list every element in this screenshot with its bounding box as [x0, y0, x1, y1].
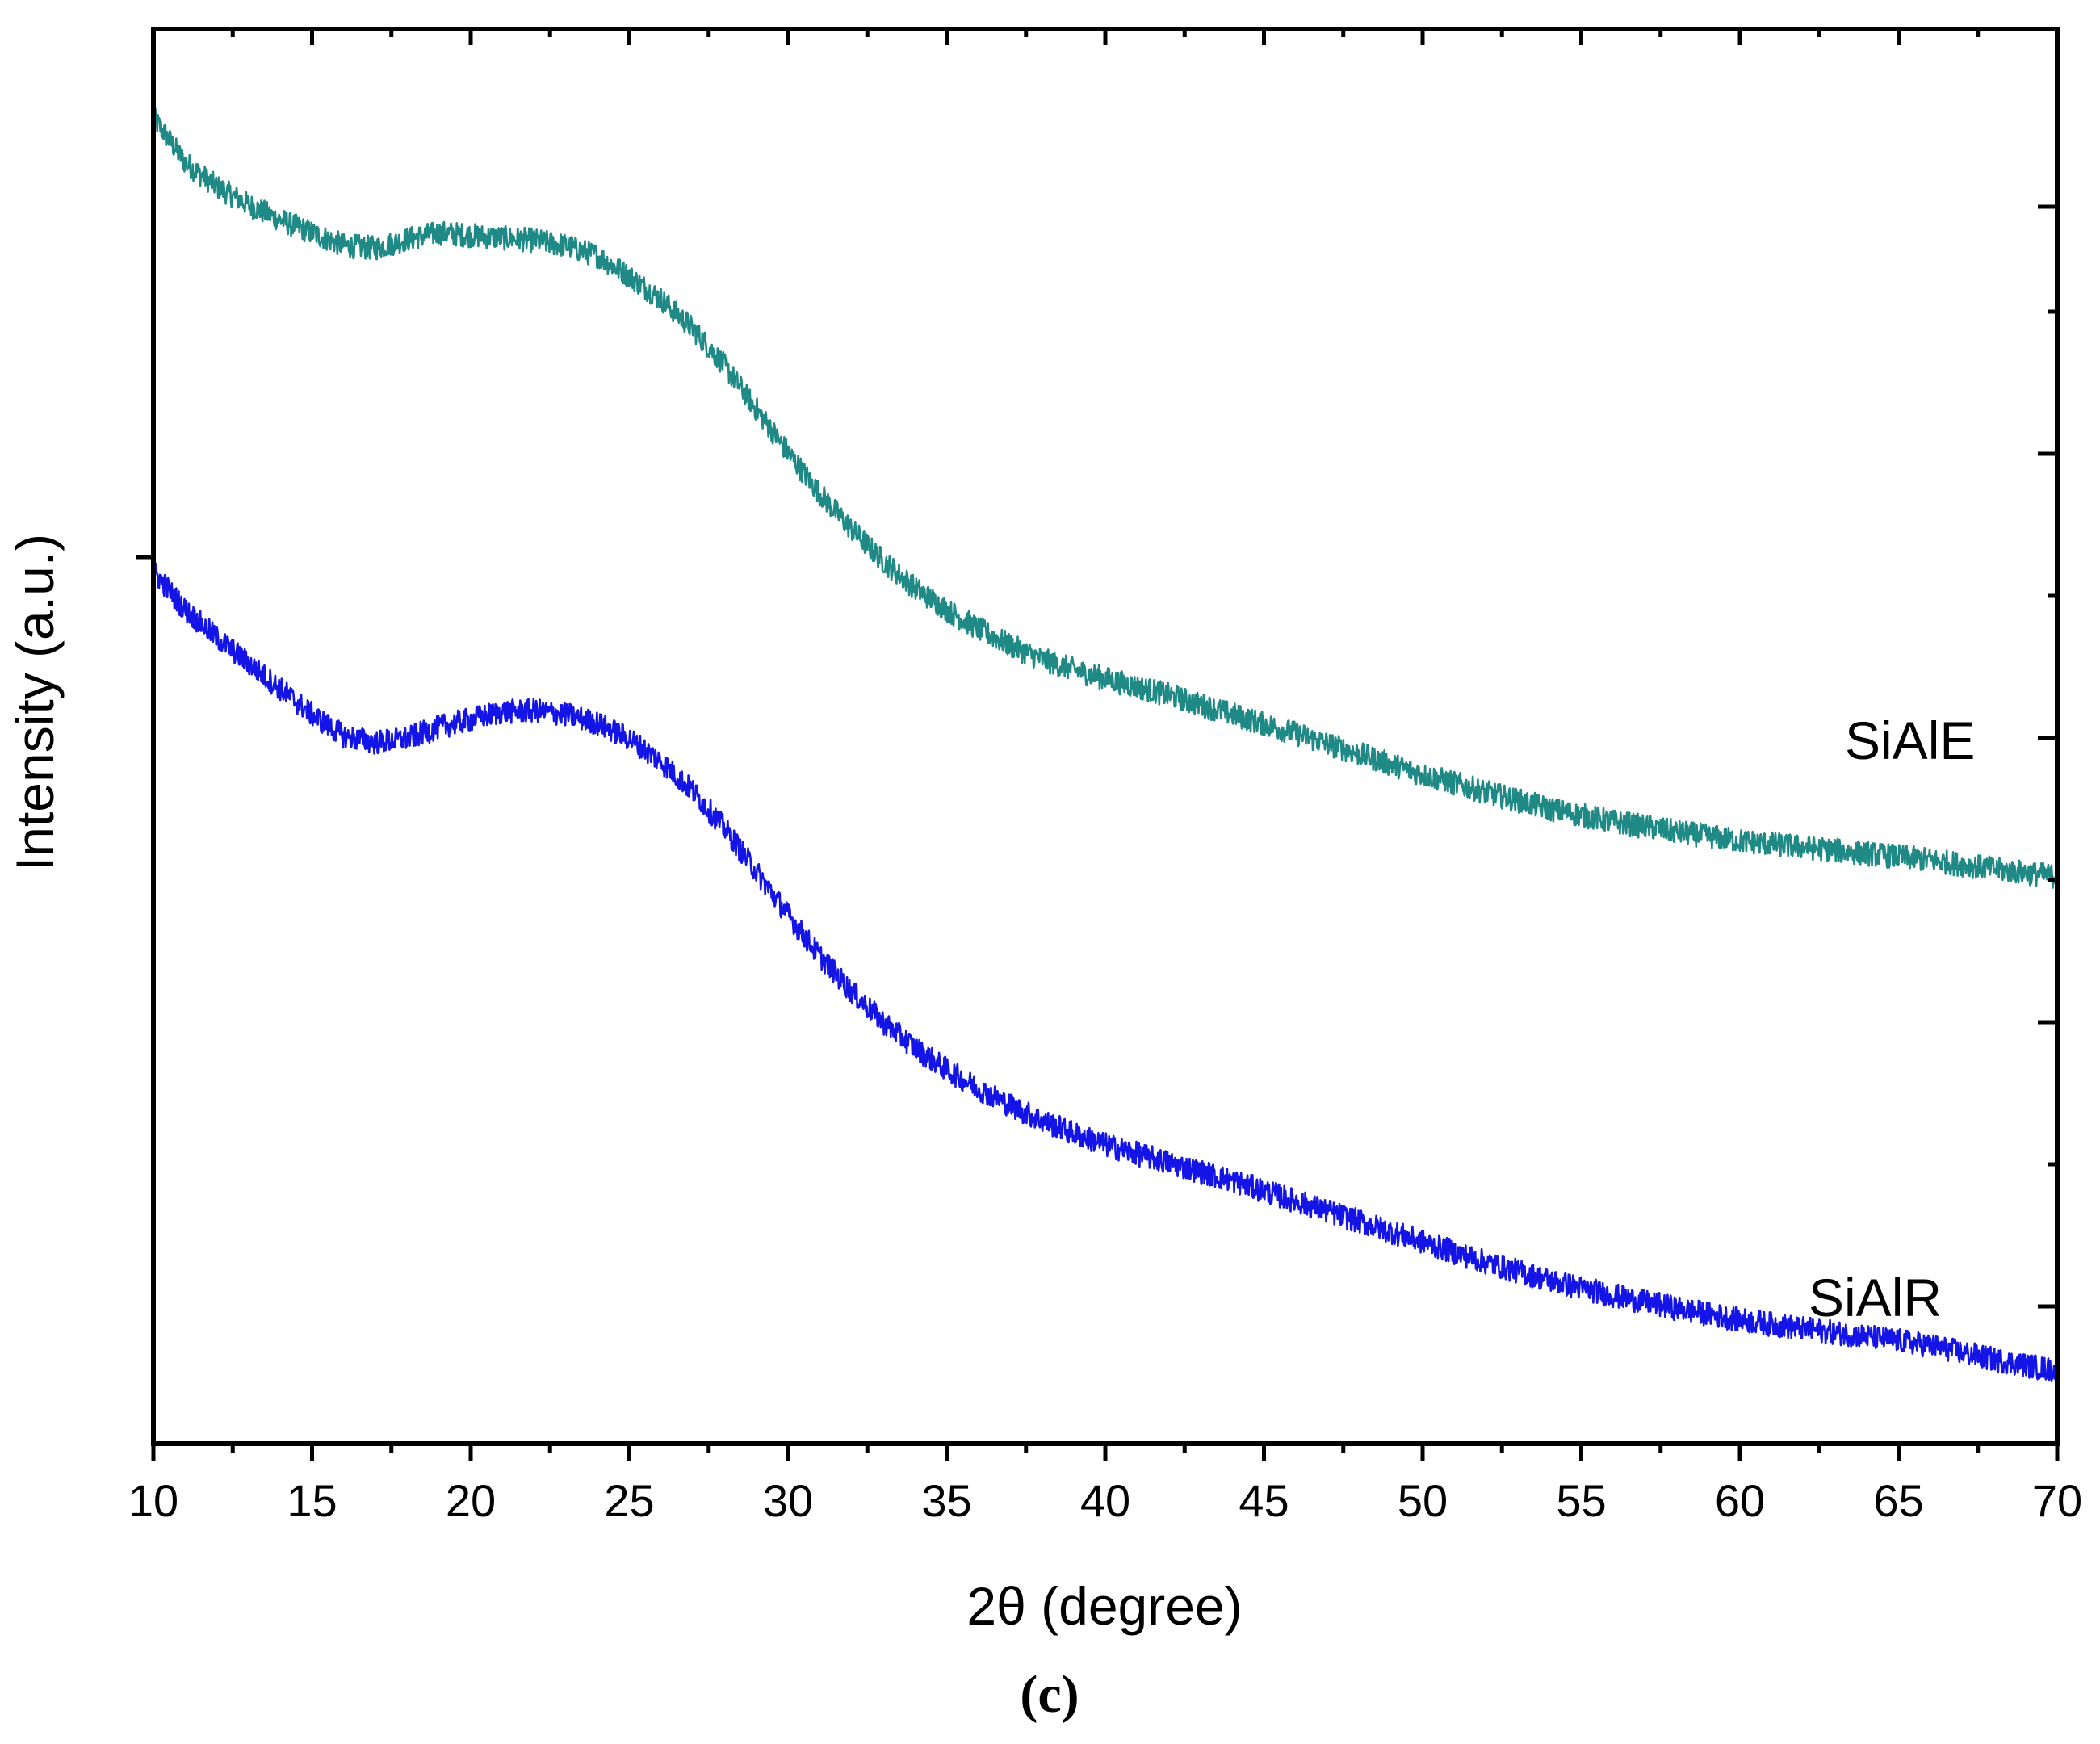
x-tick-label: 70 — [2032, 1475, 2082, 1526]
x-tick-label: 45 — [1239, 1475, 1289, 1526]
labels-layer: 10 15 20 25 30 35 40 45 50 55 60 65 70 — [128, 1475, 2082, 1526]
x-tick-label: 25 — [604, 1475, 654, 1526]
y-axis-title: Intensity (a.u.) — [5, 534, 65, 871]
x-tick-label: 35 — [921, 1475, 971, 1526]
series-line-sialr — [153, 562, 2059, 1383]
x-tick-label: 30 — [763, 1475, 813, 1526]
x-tick-label: 40 — [1080, 1475, 1130, 1526]
series-layer — [152, 107, 2059, 1383]
x-tick-label: 55 — [1556, 1475, 1606, 1526]
ticks-layer — [136, 29, 2060, 1461]
x-tick-label: 10 — [128, 1475, 178, 1526]
x-tick-label: 15 — [287, 1475, 337, 1526]
x-tick-label: 20 — [446, 1475, 496, 1526]
x-axis-title: 2θ (degree) — [966, 1576, 1242, 1636]
figure-caption: (c) — [1020, 1665, 1079, 1724]
series-label-sialr: SiAlR — [1809, 1268, 1942, 1327]
series-label-siale: SiAlE — [1845, 711, 1975, 770]
series-line-siale — [152, 107, 2059, 889]
x-tick-label: 60 — [1715, 1475, 1765, 1526]
x-tick-label: 50 — [1398, 1475, 1448, 1526]
x-tick-label: 65 — [1873, 1475, 1923, 1526]
